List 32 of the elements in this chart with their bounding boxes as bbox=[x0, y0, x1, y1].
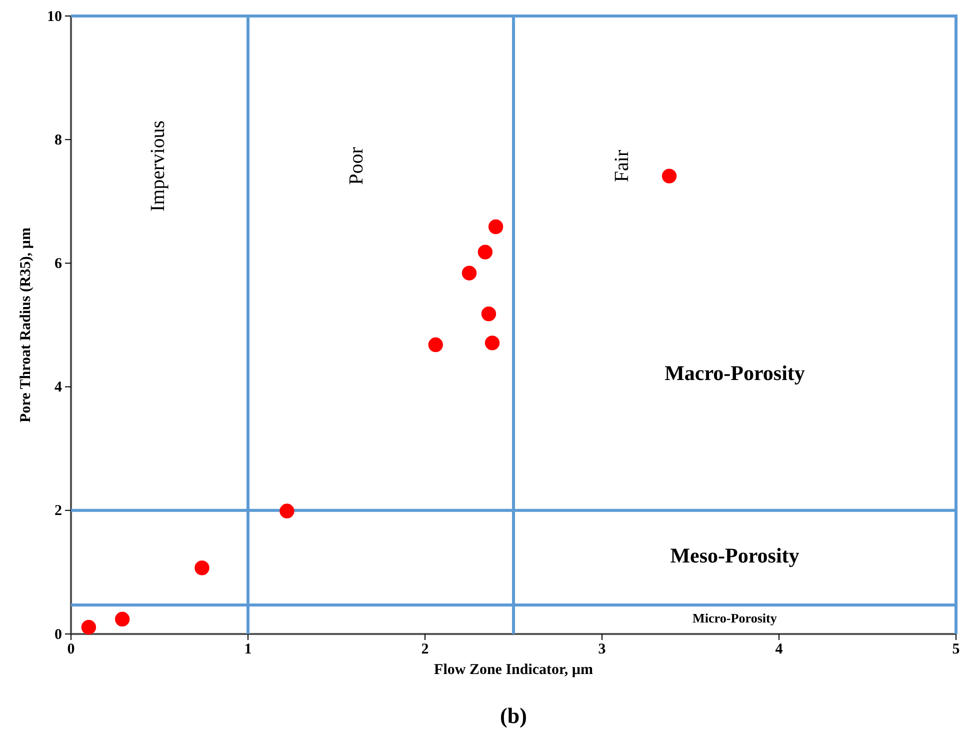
x-tick-label: 3 bbox=[598, 642, 606, 658]
x-tick-label: 1 bbox=[244, 642, 252, 658]
y-axis-title: Pore Throat Radius (R35), µm bbox=[18, 227, 34, 422]
point bbox=[662, 168, 677, 184]
x-tick-label: 0 bbox=[67, 642, 75, 658]
x-tick-label: 5 bbox=[952, 642, 960, 658]
point bbox=[428, 337, 443, 352]
point bbox=[81, 620, 96, 635]
annotation: Poor bbox=[346, 146, 368, 185]
y-tick-label: 0 bbox=[54, 626, 62, 643]
y-tick-label: 2 bbox=[54, 503, 62, 520]
y-tick-label: 4 bbox=[54, 380, 62, 396]
annotation: Fair bbox=[611, 150, 634, 182]
annotation: Macro-Porosity bbox=[664, 361, 806, 386]
point bbox=[481, 306, 496, 322]
point bbox=[484, 336, 500, 350]
point bbox=[194, 560, 210, 576]
point bbox=[280, 504, 294, 518]
text: (b) bbox=[500, 703, 527, 728]
y-tick-label: 8 bbox=[54, 132, 62, 148]
annotation: Impervious bbox=[147, 120, 170, 212]
y-tick-label: 6 bbox=[54, 256, 62, 272]
point bbox=[488, 219, 504, 234]
point bbox=[478, 244, 493, 260]
x-axis-title: Flow Zone Indicator, µm bbox=[434, 662, 594, 678]
point bbox=[462, 266, 477, 280]
x-tick-label: 2 bbox=[421, 642, 429, 658]
annotation: Meso-Porosity bbox=[670, 543, 800, 568]
annotation: Micro-Porosity bbox=[692, 610, 778, 626]
point bbox=[114, 612, 130, 627]
y-tick-label: 10 bbox=[47, 8, 62, 25]
x-tick-label: 4 bbox=[775, 642, 784, 658]
